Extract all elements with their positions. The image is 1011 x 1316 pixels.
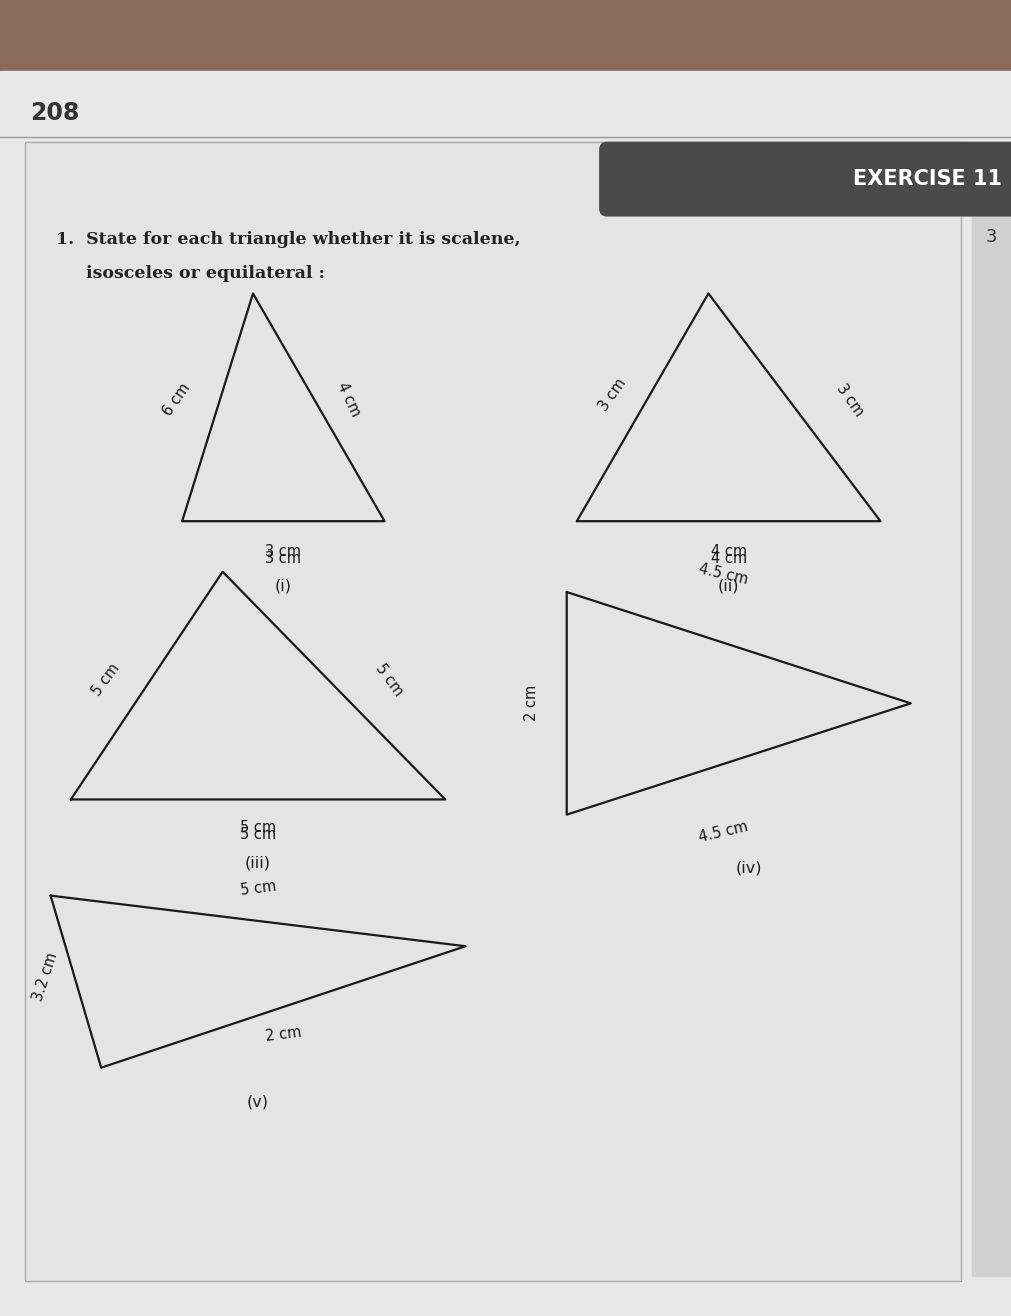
FancyBboxPatch shape (25, 142, 960, 1280)
Text: (iii): (iii) (245, 855, 271, 870)
FancyBboxPatch shape (599, 142, 1011, 217)
Text: 3.2 cm: 3.2 cm (30, 950, 61, 1003)
Text: 208: 208 (30, 101, 80, 125)
Text: (ii): (ii) (717, 579, 739, 594)
Text: 2 cm: 2 cm (524, 686, 538, 721)
Text: 4.5 cm: 4.5 cm (697, 561, 749, 587)
Text: 4 cm: 4 cm (710, 544, 746, 559)
Text: 5 cm: 5 cm (90, 661, 122, 699)
Text: 3: 3 (985, 228, 996, 246)
Text: 4 cm: 4 cm (335, 380, 363, 420)
Text: isosceles or equilateral :: isosceles or equilateral : (86, 265, 325, 282)
Text: 5 cm: 5 cm (240, 826, 276, 842)
Bar (0, 0, 1011, 91)
Text: 2 cm: 2 cm (264, 1025, 302, 1044)
Text: 5 cm: 5 cm (240, 820, 276, 836)
Text: 5 cm: 5 cm (373, 661, 405, 699)
Text: 4.5 cm: 4.5 cm (697, 819, 749, 845)
Text: 3 cm: 3 cm (833, 380, 865, 418)
Text: (iv): (iv) (735, 861, 761, 875)
Bar (971, 147, 1011, 1275)
Text: 3 cm: 3 cm (265, 544, 301, 559)
Text: 3 cm: 3 cm (265, 550, 301, 566)
Text: EXERCISE 11: EXERCISE 11 (852, 170, 1001, 190)
Text: (v): (v) (247, 1095, 269, 1109)
Text: 6 cm: 6 cm (161, 380, 193, 418)
Text: 5 cm: 5 cm (239, 879, 277, 899)
Text: 1.  State for each triangle whether it is scalene,: 1. State for each triangle whether it is… (56, 230, 520, 247)
Text: 3 cm: 3 cm (595, 375, 628, 413)
Text: (i): (i) (275, 579, 291, 594)
Text: 4 cm: 4 cm (710, 550, 746, 566)
